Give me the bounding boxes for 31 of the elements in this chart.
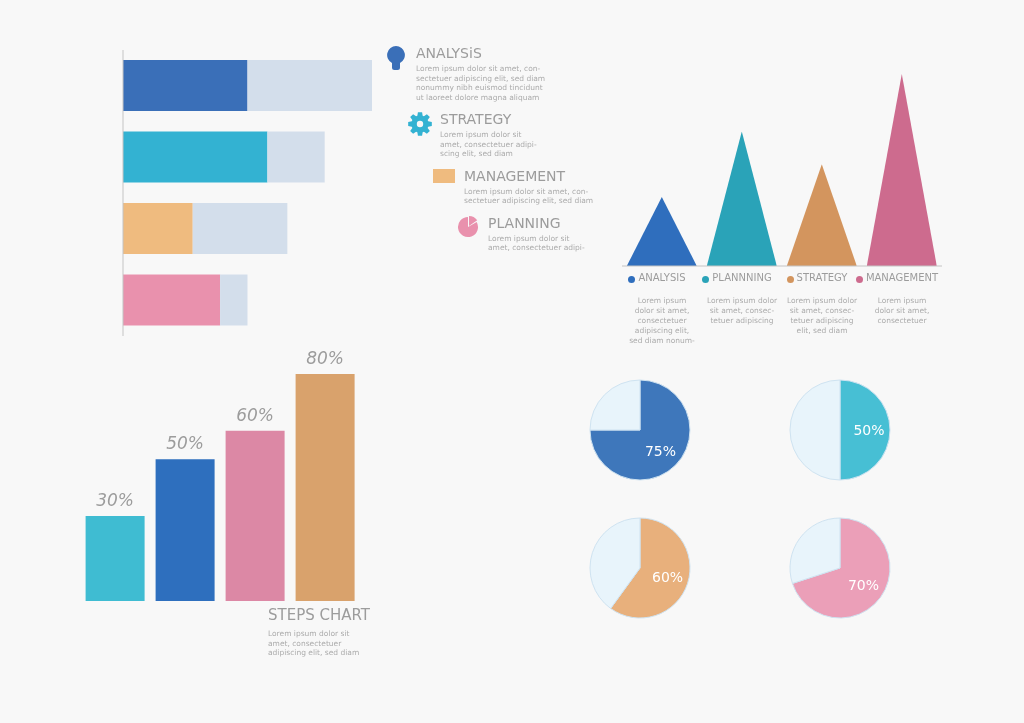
legend-label: PLANNING: [488, 213, 562, 232]
data-label: 80%: [306, 348, 344, 368]
x-tick-label: STRATEGY: [796, 272, 849, 284]
bar: [123, 131, 268, 183]
x-tick-label: MANAGEMENT: [865, 272, 939, 284]
data-label: 50%: [166, 433, 204, 454]
legend-label: MANAGEMENT: [464, 166, 567, 185]
bar: [192, 203, 288, 255]
pie-slice: [589, 379, 691, 481]
x-tick-label: ANALYSIS: [638, 272, 686, 284]
data-label: 60%: [652, 568, 684, 585]
data-label: 30%: [96, 489, 134, 510]
x-tick-label: PLANNNING: [712, 272, 772, 284]
legend-label: ANALYSiS: [416, 44, 483, 62]
data-label: 60%: [236, 404, 274, 425]
bar: [85, 515, 145, 601]
bar: [267, 131, 325, 183]
bar: [220, 274, 248, 326]
bar: [123, 203, 193, 255]
pie-slice: [791, 517, 891, 619]
bar: [155, 459, 215, 601]
data-label: 75%: [644, 442, 677, 459]
legend-label: STRATEGY: [440, 110, 513, 128]
bar: [247, 60, 372, 112]
bar: [295, 374, 355, 601]
bar: [225, 430, 285, 601]
bar: [123, 60, 248, 112]
data-label: 50%: [853, 422, 885, 438]
text: STEPS CHART: [267, 606, 370, 624]
data-label: 70%: [847, 577, 880, 594]
bar: [123, 274, 221, 326]
